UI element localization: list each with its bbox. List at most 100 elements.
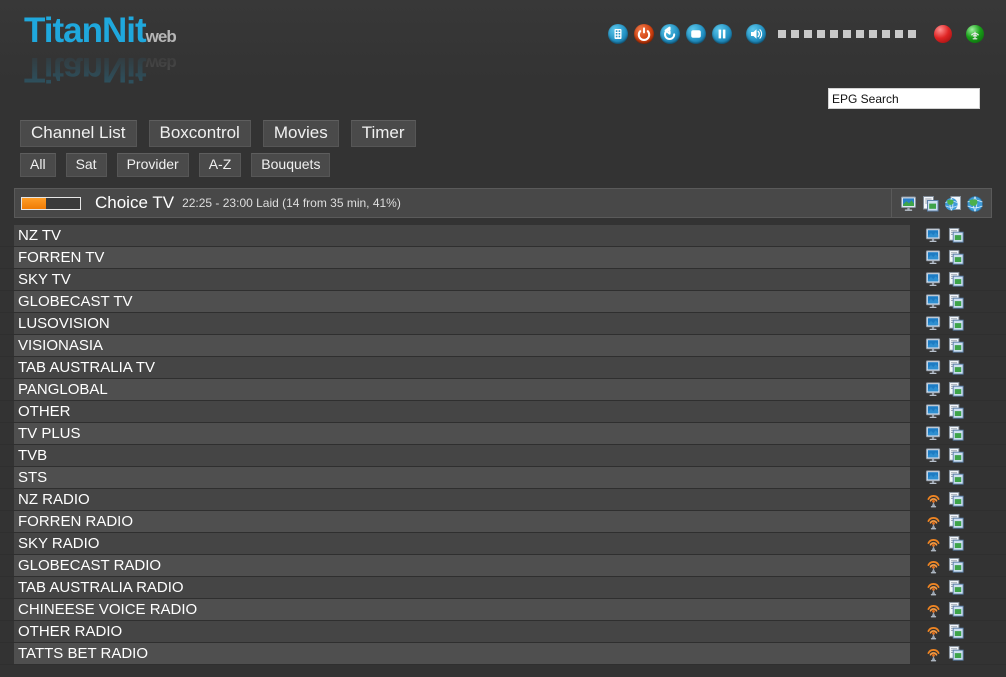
channel-row-label: LUSOVISION xyxy=(18,315,110,332)
volume-segment[interactable] xyxy=(856,30,864,38)
filter-a-z[interactable]: A-Z xyxy=(198,153,242,177)
copy-icon[interactable] xyxy=(948,227,965,244)
channel-row-label: VISIONASIA xyxy=(18,337,104,354)
volume-segment[interactable] xyxy=(895,30,903,38)
tv-stream-icon[interactable] xyxy=(925,271,942,288)
refresh-icon[interactable] xyxy=(660,24,680,44)
now-playing-channel: Choice TV xyxy=(95,193,175,212)
copy-icon[interactable] xyxy=(948,447,965,464)
radio-stream-icon[interactable] xyxy=(925,535,942,552)
radio-stream-icon[interactable] xyxy=(925,601,942,618)
copy-icon[interactable] xyxy=(948,513,965,530)
copy-icon[interactable] xyxy=(948,491,965,508)
power-icon[interactable] xyxy=(634,24,654,44)
volume-segment[interactable] xyxy=(882,30,890,38)
channel-row[interactable]: CHINEESE VOICE RADIO xyxy=(0,599,1006,621)
channel-row[interactable]: TATTS BET RADIO xyxy=(0,643,1006,665)
filter-bouquets[interactable]: Bouquets xyxy=(251,153,331,177)
copy-icon[interactable] xyxy=(948,359,965,376)
copy-icon[interactable] xyxy=(948,425,965,442)
tv-stream-icon[interactable] xyxy=(925,469,942,486)
copy-icon[interactable] xyxy=(948,601,965,618)
channel-row[interactable]: TAB AUSTRALIA RADIO xyxy=(0,577,1006,599)
copy-icon[interactable] xyxy=(948,337,965,354)
tv-stream-icon[interactable] xyxy=(900,195,917,212)
copy-icon[interactable] xyxy=(948,293,965,310)
volume-segment[interactable] xyxy=(804,30,812,38)
epg-search-input[interactable] xyxy=(828,88,980,109)
copy-icon[interactable] xyxy=(922,195,939,212)
copy-icon[interactable] xyxy=(948,469,965,486)
copy-icon[interactable] xyxy=(948,381,965,398)
radio-stream-icon[interactable] xyxy=(925,579,942,596)
channel-row[interactable]: GLOBECAST RADIO xyxy=(0,555,1006,577)
volume-level-bar[interactable] xyxy=(778,30,916,38)
channel-row[interactable]: OTHER xyxy=(0,401,1006,423)
tab-channel-list[interactable]: Channel List xyxy=(20,119,137,147)
volume-segment[interactable] xyxy=(778,30,786,38)
radio-stream-icon[interactable] xyxy=(925,513,942,530)
tv-stream-icon[interactable] xyxy=(925,403,942,420)
channel-row[interactable]: VISIONASIA xyxy=(0,335,1006,357)
channel-row[interactable]: PANGLOBAL xyxy=(0,379,1006,401)
tv-stream-icon[interactable] xyxy=(925,293,942,310)
copy-icon[interactable] xyxy=(948,579,965,596)
copy-icon[interactable] xyxy=(948,403,965,420)
channel-row[interactable]: OTHER RADIO xyxy=(0,621,1006,643)
copy-icon[interactable] xyxy=(948,249,965,266)
tv-stream-icon[interactable] xyxy=(925,227,942,244)
channel-row[interactable]: TV PLUS xyxy=(0,423,1006,445)
copy-icon[interactable] xyxy=(948,557,965,574)
channel-row[interactable]: SKY TV xyxy=(0,269,1006,291)
volume-segment[interactable] xyxy=(830,30,838,38)
screen-icon[interactable] xyxy=(686,24,706,44)
radio-stream-icon[interactable] xyxy=(925,623,942,640)
tab-timer[interactable]: Timer xyxy=(350,119,416,147)
tv-stream-icon[interactable] xyxy=(925,425,942,442)
channel-row[interactable]: NZ TV xyxy=(0,225,1006,247)
channel-row[interactable]: TAB AUSTRALIA TV xyxy=(0,357,1006,379)
filter-provider[interactable]: Provider xyxy=(116,153,189,177)
globe-page-icon[interactable] xyxy=(944,195,961,212)
channel-row-label: SKY TV xyxy=(18,271,71,288)
tv-stream-icon[interactable] xyxy=(925,315,942,332)
radio-stream-icon[interactable] xyxy=(925,557,942,574)
copy-icon[interactable] xyxy=(948,623,965,640)
volume-segment[interactable] xyxy=(817,30,825,38)
tv-stream-icon[interactable] xyxy=(925,249,942,266)
channel-row[interactable]: GLOBECAST TV xyxy=(0,291,1006,313)
channel-row-label: FORREN TV xyxy=(18,249,105,266)
copy-icon[interactable] xyxy=(948,645,965,662)
pause-icon[interactable] xyxy=(712,24,732,44)
program-progress-bar xyxy=(21,196,81,210)
radio-stream-icon[interactable] xyxy=(925,645,942,662)
tab-boxcontrol[interactable]: Boxcontrol xyxy=(148,119,251,147)
tv-stream-icon[interactable] xyxy=(925,447,942,464)
tv-stream-icon[interactable] xyxy=(925,359,942,376)
channel-row[interactable]: TVB xyxy=(0,445,1006,467)
copy-icon[interactable] xyxy=(948,315,965,332)
tv-stream-icon[interactable] xyxy=(925,381,942,398)
copy-icon[interactable] xyxy=(948,271,965,288)
filter-all[interactable]: All xyxy=(20,153,56,177)
channel-row-background xyxy=(14,643,910,664)
channel-row[interactable]: FORREN TV xyxy=(0,247,1006,269)
volume-segment[interactable] xyxy=(843,30,851,38)
channel-row[interactable]: STS xyxy=(0,467,1006,489)
keypad-icon[interactable] xyxy=(608,24,628,44)
now-playing-info[interactable]: Choice TV 22:25 - 23:00 Laid (14 from 35… xyxy=(14,188,892,218)
filter-sat[interactable]: Sat xyxy=(65,153,107,177)
speaker-icon[interactable] xyxy=(746,24,766,44)
channel-row[interactable]: FORREN RADIO xyxy=(0,511,1006,533)
channel-row[interactable]: NZ RADIO xyxy=(0,489,1006,511)
radio-stream-icon[interactable] xyxy=(925,491,942,508)
volume-segment[interactable] xyxy=(869,30,877,38)
tv-stream-icon[interactable] xyxy=(925,337,942,354)
globe-icon[interactable] xyxy=(966,195,983,212)
volume-segment[interactable] xyxy=(908,30,916,38)
tab-movies[interactable]: Movies xyxy=(262,119,339,147)
copy-icon[interactable] xyxy=(948,535,965,552)
volume-segment[interactable] xyxy=(791,30,799,38)
channel-row[interactable]: LUSOVISION xyxy=(0,313,1006,335)
channel-row[interactable]: SKY RADIO xyxy=(0,533,1006,555)
